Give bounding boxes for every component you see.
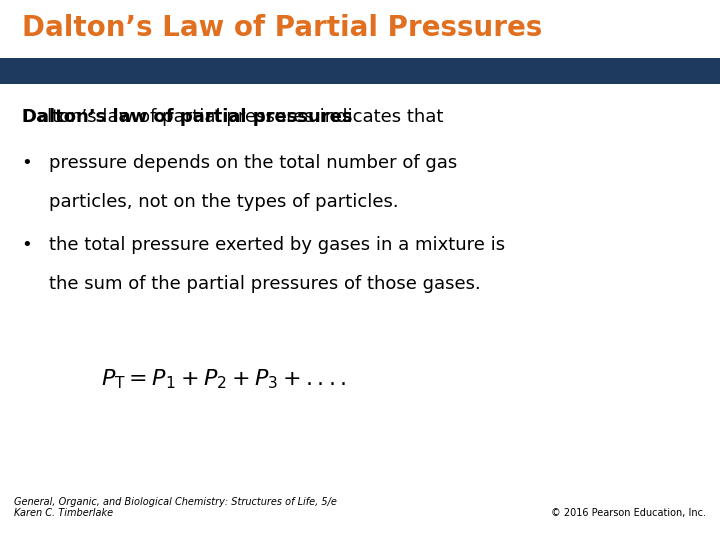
Text: particles, not on the types of particles.: particles, not on the types of particles… bbox=[49, 193, 399, 212]
Text: General, Organic, and Biological Chemistry: Structures of Life, 5/e
Karen C. Tim: General, Organic, and Biological Chemist… bbox=[14, 497, 337, 518]
Bar bbox=[0, 0, 720, 65]
Text: the sum of the partial pressures of those gases.: the sum of the partial pressures of thos… bbox=[49, 275, 481, 293]
Text: Dalton’s Law of Partial Pressures: Dalton’s Law of Partial Pressures bbox=[22, 14, 542, 42]
Text: $\mathit{P}_\mathrm{T} = \mathit{P}_\mathrm{1} + \mathit{P}_\mathrm{2} + \mathit: $\mathit{P}_\mathrm{T} = \mathit{P}_\mat… bbox=[101, 367, 346, 391]
Text: Dalton’s law of partial pressures: Dalton’s law of partial pressures bbox=[22, 108, 352, 126]
Bar bbox=[0, 58, 720, 84]
Text: pressure depends on the total number of gas: pressure depends on the total number of … bbox=[49, 154, 457, 172]
Text: •: • bbox=[22, 237, 32, 254]
Text: •: • bbox=[22, 154, 32, 172]
Text: the total pressure exerted by gases in a mixture is: the total pressure exerted by gases in a… bbox=[49, 237, 505, 254]
Text: © 2016 Pearson Education, Inc.: © 2016 Pearson Education, Inc. bbox=[551, 508, 706, 518]
Text: Dalton’s law of partial pressures indicates that: Dalton’s law of partial pressures indica… bbox=[22, 108, 443, 126]
